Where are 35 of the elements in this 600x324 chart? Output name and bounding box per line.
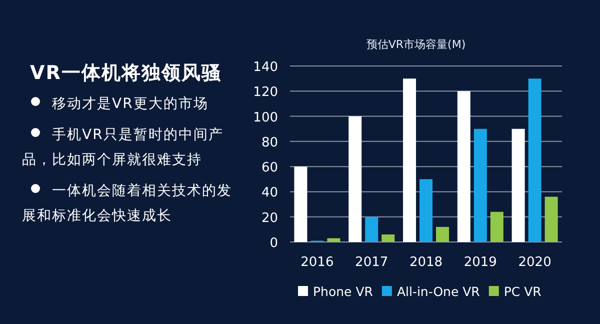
text: VR一体机将独领风骚 bbox=[30, 61, 222, 86]
text: 移动才是VR更大的市场 bbox=[52, 96, 208, 112]
y-tick-label: 20 bbox=[261, 210, 278, 226]
bar bbox=[420, 179, 432, 242]
bar bbox=[327, 238, 340, 242]
chart-title: 预估VR市场容量(M) bbox=[366, 38, 466, 51]
bar bbox=[544, 196, 558, 242]
bar bbox=[457, 91, 470, 242]
y-tick-label: 40 bbox=[261, 186, 278, 201]
y-tick-label: 140 bbox=[253, 60, 278, 75]
bar bbox=[474, 128, 487, 242]
bar bbox=[436, 226, 449, 242]
bar bbox=[512, 128, 525, 242]
y-tick-label: 120 bbox=[253, 85, 278, 100]
x-tick-label: 2017 bbox=[355, 255, 388, 270]
y-tick-label: 60 bbox=[261, 160, 278, 176]
x-tick-label: 2019 bbox=[464, 255, 497, 270]
y-tick-label: 100 bbox=[253, 110, 278, 126]
bar bbox=[294, 166, 308, 242]
legend-label: All-in-One VR bbox=[396, 284, 480, 299]
x-tick-label: 2016 bbox=[300, 255, 334, 270]
y-tick-label: 0 bbox=[270, 236, 278, 251]
y-tick-label: 80 bbox=[261, 135, 278, 150]
legend-label: Phone VR bbox=[313, 284, 374, 299]
bar bbox=[528, 78, 542, 242]
legend-label: PC VR bbox=[504, 284, 542, 299]
bar bbox=[490, 212, 504, 242]
x-tick-label: 2020 bbox=[518, 255, 552, 270]
bar bbox=[403, 78, 416, 242]
bar bbox=[365, 216, 378, 242]
x-tick-label: 2018 bbox=[409, 255, 443, 270]
text: 一体机会随着相关技术的发展和标准化会快速成长 bbox=[22, 183, 232, 224]
bar bbox=[348, 116, 362, 242]
bar bbox=[382, 234, 395, 242]
text: 手机VR只是暂时的中间产品，比如两个屏就很难支持 bbox=[22, 127, 224, 168]
